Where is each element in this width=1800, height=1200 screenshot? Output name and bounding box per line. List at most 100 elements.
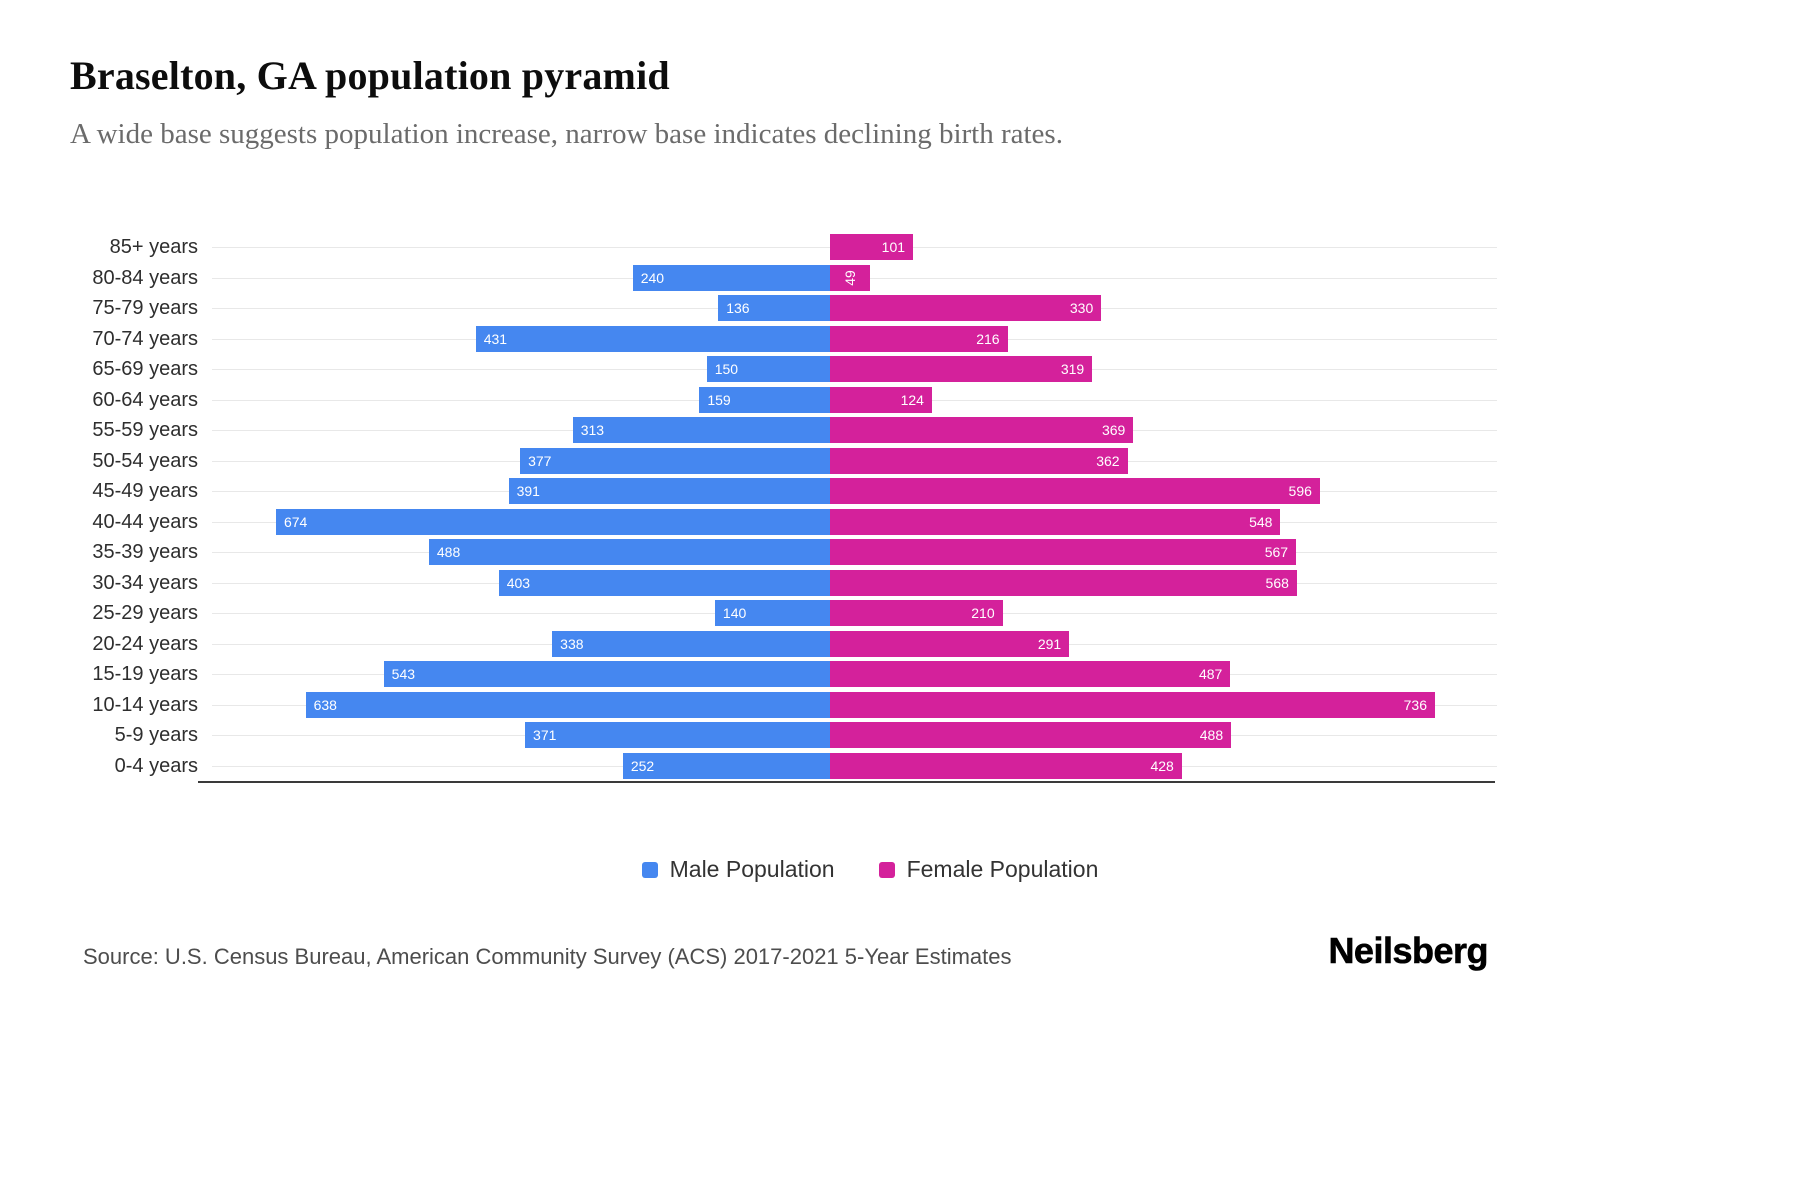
chart-row: 35-39 years 488 567 [70,537,1497,568]
age-group-label: 80-84 years [92,266,198,289]
plot-band: 488 567 [212,537,1497,568]
female-bar: 369 [830,417,1134,444]
male-bar: 338 [552,630,830,657]
plot-band: 371 488 [212,720,1497,751]
male-bar: 140 [714,600,830,627]
male-bar-value: 638 [313,696,337,713]
female-bar-value: 330 [1069,300,1094,317]
chart-row: 60-64 years 159 124 [70,385,1497,416]
source-attribution: Source: U.S. Census Bureau, American Com… [83,944,1012,969]
female-bar: 330 [830,295,1102,322]
male-bar: 252 [622,752,830,779]
male-bar-value: 403 [506,574,531,591]
female-bar-value: 548 [1249,513,1273,530]
female-bar-value: 596 [1288,483,1312,500]
page-title: Braselton, GA population pyramid [70,53,670,98]
plot-band: 674 548 [212,507,1497,538]
male-bar: 431 [475,325,830,352]
female-bar: 488 [830,722,1232,749]
age-group-label: 35-39 years [92,541,198,563]
chart-row: 55-59 years 313 369 [70,415,1497,446]
age-group-label: 30-34 years [92,571,198,594]
male-bar-value: 543 [391,666,416,683]
chart-row: 65-69 years 150 319 [70,354,1497,385]
female-bar: 568 [830,569,1297,596]
male-bar: 371 [525,722,830,749]
female-bar: 736 [830,691,1435,718]
legend-item-female[interactable]: Female Population [878,856,1099,883]
male-bar-value: 159 [707,391,731,408]
age-group-label: 85+ years [109,236,198,258]
male-bar-value: 674 [283,513,308,530]
female-bar: 216 [830,325,1008,352]
male-bar-value: 488 [436,544,461,561]
female-swatch-icon [878,861,895,878]
male-bar: 403 [498,569,830,596]
male-bar-value: 136 [726,300,750,317]
male-bar-value: 391 [516,483,540,500]
male-bar-value: 371 [533,727,557,744]
female-bar: 596 [830,478,1320,505]
female-bar-value: 567 [1264,544,1289,561]
female-bar-value: 428 [1150,757,1174,774]
plot-band: 159 124 [212,385,1497,416]
male-bar: 543 [383,661,830,688]
female-bar-value: 49 [842,269,859,286]
female-bar: 291 [830,630,1070,657]
female-bar-value: 101 [881,239,906,256]
chart-row: 50-54 years 377 362 [70,446,1497,477]
age-group-label: 60-64 years [92,388,198,411]
age-group-label: 40-44 years [92,510,198,533]
female-bar: 487 [830,661,1231,688]
age-group-label: 75-79 years [92,297,198,319]
age-group-label: 20-24 years [92,632,198,655]
male-swatch-icon [641,861,658,878]
female-bar-value: 568 [1265,574,1289,591]
male-bar: 150 [706,356,830,383]
male-bar-value: 240 [640,269,665,286]
chart-rows: 85+ years 101 80-84 years 240 49 75-79 years 1… [70,232,1497,781]
female-bar-value: 369 [1101,422,1126,439]
female-bar: 49 [830,264,871,291]
age-group-label: 5-9 years [114,724,198,746]
chart-row: 80-84 years 240 49 [70,263,1497,294]
chart-row: 10-14 years 638 736 [70,690,1497,721]
male-bar: 488 [428,539,830,566]
neilsberg-logo: Neilsberg [1328,930,1489,972]
female-bar-value: 124 [900,391,924,408]
female-bar: 124 [830,386,932,413]
female-bar: 567 [830,539,1297,566]
age-group-label: 10-14 years [92,693,198,716]
population-pyramid-chart: 85+ years 101 80-84 years 240 49 75-79 years 1… [70,232,1497,781]
chart-row: 5-9 years 371 488 [70,720,1497,751]
plot-band: 391 596 [212,476,1497,507]
male-bar: 136 [718,295,830,322]
male-bar: 159 [699,386,830,413]
female-bar: 101 [830,234,914,261]
female-bar-value: 216 [976,330,1000,347]
male-bar-value: 338 [560,635,584,652]
legend-female-label: Female Population [906,856,1099,882]
male-bar: 391 [508,478,830,505]
male-bar-value: 431 [483,330,508,347]
plot-band: 431 216 [212,324,1497,355]
male-bar: 240 [632,264,830,291]
female-bar: 548 [830,508,1281,535]
age-group-label: 15-19 years [92,663,198,685]
female-bar: 210 [830,600,1003,627]
chart-row: 75-79 years 136 330 [70,293,1497,324]
age-group-label: 65-69 years [92,358,198,380]
legend-item-male[interactable]: Male Population [641,856,835,883]
chart-legend: Male Population Female Population [0,856,1740,883]
chart-row: 25-29 years 140 210 [70,598,1497,629]
male-bar: 638 [305,691,830,718]
plot-band: 252 428 [212,751,1497,782]
plot-band: 240 49 [212,263,1497,294]
chart-row: 40-44 years 674 548 [70,507,1497,538]
chart-row: 70-74 years 431 216 [70,324,1497,355]
legend-male-label: Male Population [669,856,835,882]
chart-row: 20-24 years 338 291 [70,629,1497,660]
chart-row: 15-19 years 543 487 [70,659,1497,690]
chart-row: 85+ years 101 [70,232,1497,263]
female-bar: 362 [830,447,1128,474]
